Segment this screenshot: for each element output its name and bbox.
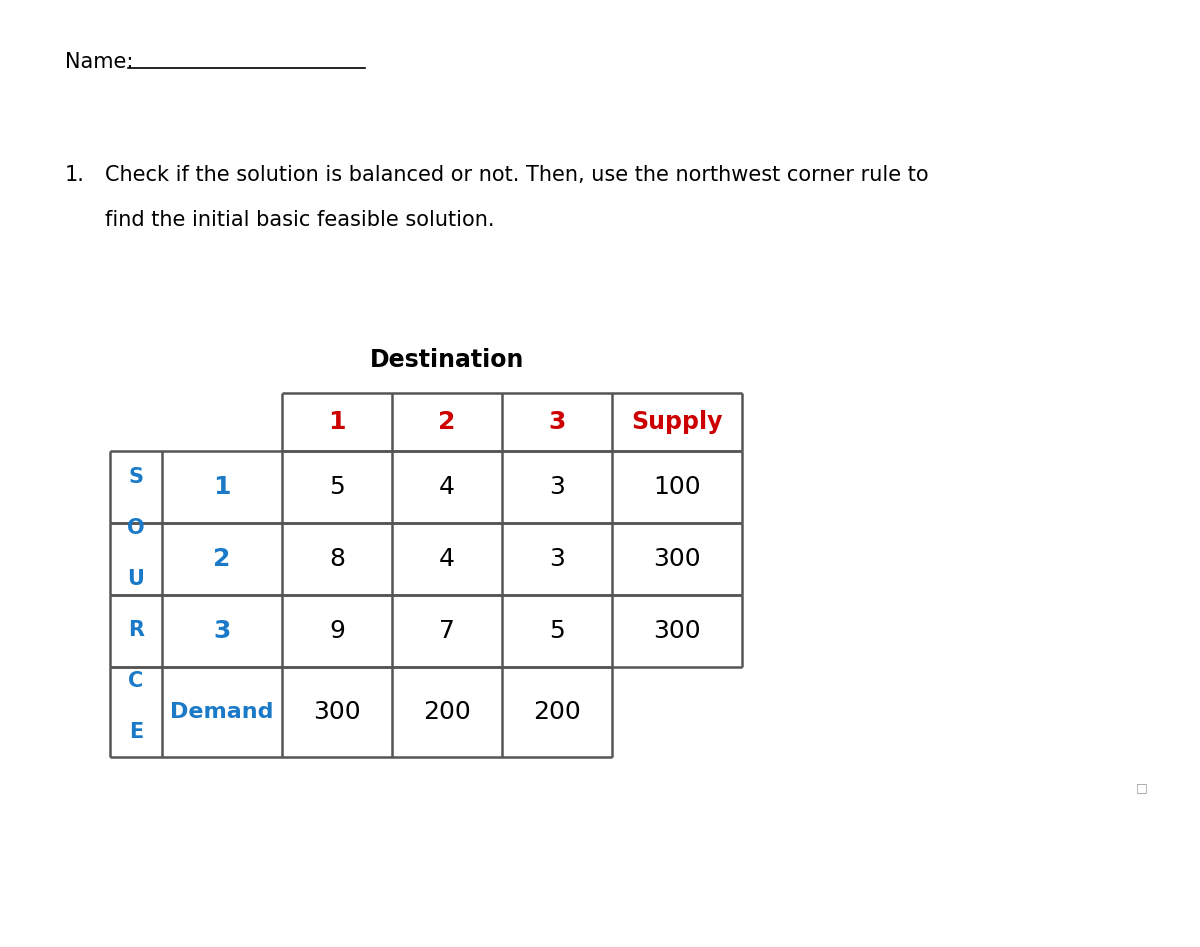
Text: Name:: Name: <box>65 52 133 72</box>
Text: 1: 1 <box>329 410 346 434</box>
Text: 3: 3 <box>548 410 565 434</box>
Text: 5: 5 <box>329 475 344 499</box>
Text: C: C <box>128 670 144 690</box>
Text: R: R <box>128 619 144 639</box>
Text: 5: 5 <box>550 619 565 643</box>
Text: find the initial basic feasible solution.: find the initial basic feasible solution… <box>106 210 494 230</box>
Text: 200: 200 <box>533 700 581 724</box>
Text: 4: 4 <box>439 547 455 571</box>
Text: 100: 100 <box>653 475 701 499</box>
Text: Check if the solution is balanced or not. Then, use the northwest corner rule to: Check if the solution is balanced or not… <box>106 165 929 185</box>
Text: 2: 2 <box>214 547 230 571</box>
Text: 1.: 1. <box>65 165 85 185</box>
Text: E: E <box>128 722 143 742</box>
Text: 1: 1 <box>214 475 230 499</box>
Text: Supply: Supply <box>631 410 722 434</box>
Text: 3: 3 <box>214 619 230 643</box>
Text: S: S <box>128 467 144 487</box>
Text: 9: 9 <box>329 619 344 643</box>
Text: 7: 7 <box>439 619 455 643</box>
Text: U: U <box>127 568 144 588</box>
Text: Destination: Destination <box>370 348 524 372</box>
Text: 2: 2 <box>438 410 456 434</box>
Text: 3: 3 <box>550 475 565 499</box>
Text: 4: 4 <box>439 475 455 499</box>
Text: O: O <box>127 517 145 538</box>
Text: 300: 300 <box>653 547 701 571</box>
Text: 300: 300 <box>313 700 361 724</box>
Text: 300: 300 <box>653 619 701 643</box>
Text: Demand: Demand <box>170 702 274 722</box>
Text: 3: 3 <box>550 547 565 571</box>
Text: 8: 8 <box>329 547 346 571</box>
Text: 200: 200 <box>424 700 470 724</box>
Text: □: □ <box>1136 781 1148 795</box>
